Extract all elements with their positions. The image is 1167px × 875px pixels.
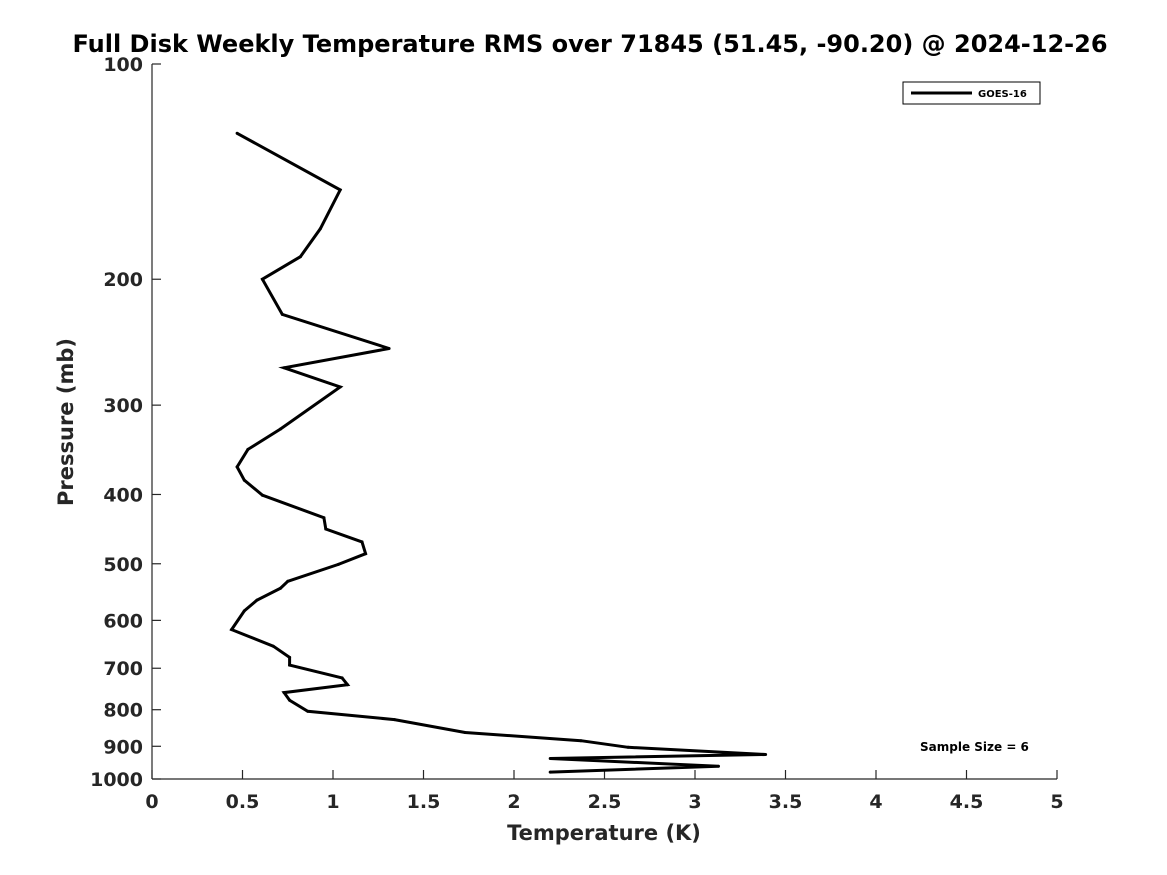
data-point <box>271 644 275 648</box>
sample-size-annotation: Sample Size = 6 <box>920 740 1029 754</box>
data-point <box>286 579 290 583</box>
data-point <box>322 516 326 520</box>
data-point <box>364 552 368 556</box>
data-point <box>246 447 250 451</box>
axes-frame <box>151 64 1057 780</box>
data-point <box>548 757 552 760</box>
y-tick-label: 200 <box>103 269 143 291</box>
data-point <box>298 255 302 259</box>
y-tick-label: 1000 <box>90 769 143 791</box>
data-point <box>230 628 234 632</box>
data-point <box>338 385 342 389</box>
data-point <box>288 655 292 659</box>
data-point <box>626 745 630 749</box>
chart-title: Full Disk Weekly Temperature RMS over 71… <box>72 30 1107 58</box>
x-tick-label: 2 <box>507 791 520 813</box>
data-point <box>306 709 310 713</box>
y-axis-label: Pressure (mb) <box>54 338 78 506</box>
data-point <box>279 427 282 431</box>
x-axis-label: Temperature (K) <box>507 821 701 845</box>
series-layer <box>229 131 768 774</box>
data-point <box>764 753 768 756</box>
data-point <box>393 718 396 722</box>
x-tick-label: 5 <box>1050 791 1063 813</box>
data-point <box>360 540 364 544</box>
data-point <box>463 731 467 734</box>
data-point <box>338 188 342 192</box>
data-point <box>579 739 583 743</box>
x-axis-ticks: 0 0.5 1 1.5 2 2.5 3 3.5 4 4.5 5 <box>145 770 1064 813</box>
y-tick-label: 100 <box>103 54 143 76</box>
data-point <box>336 562 340 566</box>
x-tick-label: 1.5 <box>407 791 441 813</box>
x-tick-label: 3 <box>688 791 701 813</box>
legend: GOES-16 <box>902 81 1041 105</box>
data-point <box>288 698 292 702</box>
y-axis-ticks: 100 200 300 400 500 600 700 800 900 1000 <box>90 54 161 791</box>
x-tick-label: 2.5 <box>588 791 622 813</box>
data-point <box>242 609 246 613</box>
data-point <box>717 764 720 768</box>
y-tick-label: 700 <box>103 658 143 680</box>
data-point <box>279 586 282 590</box>
data-point <box>324 527 328 531</box>
y-tick-label: 400 <box>103 484 143 506</box>
legend-label: GOES-16 <box>978 89 1027 100</box>
data-point <box>548 770 552 774</box>
data-point <box>282 691 286 695</box>
y-tick-label: 600 <box>103 610 143 632</box>
data-point <box>340 676 344 680</box>
x-tick-label: 4 <box>869 791 882 813</box>
data-point <box>260 277 264 281</box>
data-point <box>235 131 239 135</box>
data-point <box>346 683 349 687</box>
data-point <box>280 312 284 316</box>
data-point <box>387 347 391 350</box>
data-point <box>288 663 292 667</box>
y-tick-label: 500 <box>103 554 143 576</box>
x-tick-label: 4.5 <box>950 791 984 813</box>
series-line-0 <box>229 131 766 774</box>
y-tick-label: 300 <box>103 395 143 417</box>
x-tick-label: 0 <box>145 791 158 813</box>
data-point <box>255 598 259 602</box>
y-tick-label: 900 <box>103 736 143 758</box>
data-point <box>318 227 322 231</box>
x-tick-label: 1 <box>326 791 339 813</box>
data-point <box>235 465 239 469</box>
data-point <box>260 493 264 497</box>
y-tick-label: 800 <box>103 700 143 722</box>
data-point <box>282 366 286 370</box>
data-point <box>242 478 246 482</box>
x-tick-label: 3.5 <box>769 791 803 813</box>
x-tick-label: 0.5 <box>226 791 260 813</box>
